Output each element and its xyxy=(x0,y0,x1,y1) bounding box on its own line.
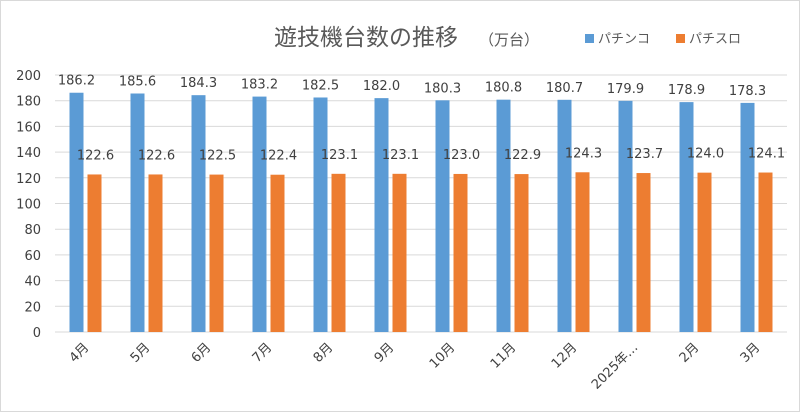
bar-pachislot xyxy=(392,173,407,332)
data-label-pachinko: 183.2 xyxy=(241,78,278,93)
bar-pachinko xyxy=(435,100,450,332)
bar-pachislot xyxy=(514,174,529,332)
y-tick-label: 100 xyxy=(16,198,41,213)
chart-unit-label: （万台） xyxy=(479,31,539,49)
bar-pachinko xyxy=(557,99,572,332)
x-tick-label: 8月 xyxy=(311,340,337,366)
x-tick-label: 2月 xyxy=(677,340,703,366)
data-label-pachinko: 180.3 xyxy=(424,81,461,96)
y-tick-label: 80 xyxy=(24,223,41,238)
data-label-pachislot: 122.6 xyxy=(138,148,175,163)
data-label-pachislot: 124.3 xyxy=(565,146,602,161)
gridlines xyxy=(55,74,787,333)
data-label-pachinko: 179.9 xyxy=(607,82,644,97)
bar-pachislot xyxy=(758,172,773,332)
x-tick-label: 5月 xyxy=(128,340,154,366)
bar-pachislot xyxy=(636,173,651,332)
data-label-pachislot: 122.6 xyxy=(77,148,114,163)
bar-pachinko xyxy=(313,97,328,332)
data-label-pachislot: 124.0 xyxy=(687,147,724,162)
x-tick-label: 12月 xyxy=(549,340,580,371)
bar-pachinko xyxy=(740,102,755,333)
data-label-pachinko: 184.3 xyxy=(180,76,217,91)
data-label-pachislot: 123.7 xyxy=(626,147,663,162)
bar-pachinko xyxy=(69,92,84,332)
data-label-pachinko: 182.0 xyxy=(363,79,400,94)
bar-pachinko xyxy=(679,102,694,333)
x-tick-label: 11月 xyxy=(488,340,519,371)
data-label-pachislot: 123.1 xyxy=(382,148,419,163)
x-tick-label: 2025年… xyxy=(589,340,641,392)
data-label-pachinko: 182.5 xyxy=(302,78,339,93)
data-label-pachinko: 178.9 xyxy=(668,83,705,98)
data-labels: 186.2 122.6 185.6 122.6 184.3 122.5 183.2 122.4… xyxy=(58,74,785,164)
bar-pachislot xyxy=(697,172,712,332)
x-tick-label: 9月 xyxy=(372,340,398,366)
x-tick-label: 7月 xyxy=(250,340,276,366)
y-tick-label: 180 xyxy=(16,95,41,110)
data-label-pachislot: 123.0 xyxy=(443,148,480,163)
data-label-pachislot: 123.1 xyxy=(321,148,358,163)
data-label-pachinko: 185.6 xyxy=(119,75,156,90)
y-tick-label: 200 xyxy=(16,69,41,84)
legend: パチンコ パチスロ xyxy=(585,32,741,47)
bar-pachislot xyxy=(453,173,468,332)
bar-pachislot xyxy=(575,172,590,332)
y-tick-label: 20 xyxy=(24,300,41,315)
y-tick-label: 160 xyxy=(16,120,41,135)
y-tick-label: 120 xyxy=(16,172,41,187)
data-label-pachislot: 124.1 xyxy=(748,147,785,162)
y-tick-label: 60 xyxy=(24,249,41,264)
x-tick-label: 3月 xyxy=(738,340,764,366)
legend-swatch-pachinko xyxy=(585,34,594,43)
data-label-pachinko: 180.7 xyxy=(546,81,583,96)
bar-pachinko xyxy=(496,99,511,332)
y-tick-label: 140 xyxy=(16,146,41,161)
bar-pachislot xyxy=(87,174,102,332)
data-label-pachislot: 122.9 xyxy=(504,148,541,163)
bar-pachinko xyxy=(252,96,267,332)
data-label-pachinko: 186.2 xyxy=(58,74,95,89)
y-tick-label: 40 xyxy=(24,275,41,290)
bar-pachislot xyxy=(148,174,163,332)
x-tick-label: 10月 xyxy=(427,340,458,371)
bar-pachislot xyxy=(270,174,285,332)
data-label-pachinko: 180.8 xyxy=(485,81,522,96)
bar-pachislot xyxy=(209,174,224,332)
chart-title: 遊技機台数の推移 xyxy=(274,25,458,51)
y-axis-ticks: 0 20 40 60 80 100 120 140 160 180 200 xyxy=(16,69,41,341)
bar-pachinko xyxy=(374,98,389,332)
data-label-pachislot: 122.5 xyxy=(199,149,236,164)
bar-pachinko xyxy=(130,93,145,332)
legend-label-pachislot: パチスロ xyxy=(689,32,741,47)
x-tick-label: 4月 xyxy=(67,340,93,366)
legend-label-pachinko: パチンコ xyxy=(598,32,650,47)
x-tick-label: 6月 xyxy=(189,340,215,366)
bar-pachislot xyxy=(331,173,346,332)
x-axis-ticks: 4月 5月 6月 7月 8月 9月 10月 11月 12月 2025年… 2月 3月 xyxy=(67,340,764,392)
y-tick-label: 0 xyxy=(33,326,41,341)
bars xyxy=(69,92,773,333)
bar-pachinko xyxy=(618,100,633,333)
data-label-pachislot: 122.4 xyxy=(260,149,297,164)
data-label-pachinko: 178.3 xyxy=(729,84,766,99)
bar-pachinko xyxy=(191,95,206,332)
legend-swatch-pachislot xyxy=(676,34,685,43)
